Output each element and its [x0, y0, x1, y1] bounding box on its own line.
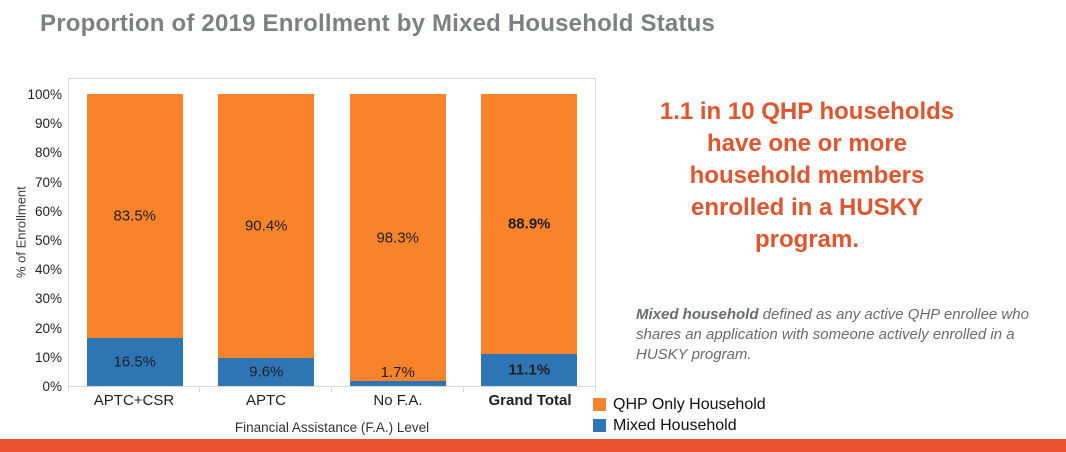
segment-mixed	[86, 337, 183, 386]
data-label-mixed: 11.1%	[508, 361, 551, 379]
x-tick-label: APTC+CSR	[93, 392, 175, 409]
bar-aptc: 90.4% 9.6%	[218, 94, 315, 386]
y-tick-label: 100%	[27, 87, 62, 102]
page-title: Proportion of 2019 Enrollment by Mixed H…	[40, 10, 716, 37]
data-label-qhp-only: 88.9%	[507, 215, 551, 233]
segment-qhp-only	[218, 94, 315, 358]
bar-grand-total: 88.9% 11.1%	[481, 94, 578, 386]
legend-swatch-icon	[593, 419, 606, 432]
segment-mixed	[481, 353, 578, 386]
x-tick-label: Grand Total	[488, 392, 572, 409]
x-axis-title: Financial Assistance (F.A.) Level	[234, 420, 430, 435]
stacked-bar-chart: % of Enrollment 100% 90% 80% 70% 60% 50% 40% 30…	[10, 75, 600, 450]
legend-swatch-icon	[593, 398, 606, 411]
definition-note-lead: Mixed household	[636, 306, 759, 323]
definition-note: Mixed household defined as any active QH…	[636, 305, 1060, 365]
y-tick-label: 90%	[34, 116, 62, 132]
data-label-qhp-only: 98.3%	[376, 229, 420, 247]
segment-qhp-only	[481, 94, 578, 354]
callout-headline: 1.1 in 10 QHP households have one or mor…	[659, 98, 955, 253]
y-tick-label: 80%	[34, 145, 62, 161]
y-tick-label: 20%	[34, 320, 62, 336]
legend-item: Mixed Household	[593, 417, 766, 434]
x-axis-ticks: APTC+CSR APTC No F.A. Grand Total	[68, 392, 596, 409]
y-tick-label: 10%	[34, 349, 62, 365]
y-tick-label: 70%	[34, 174, 62, 190]
segment-qhp-only	[349, 94, 446, 382]
data-label-qhp-only: 90.4%	[244, 217, 288, 235]
y-tick-label: 40%	[34, 262, 62, 278]
bottom-accent-bar	[0, 439, 1066, 452]
data-label-mixed: 9.6%	[249, 363, 284, 381]
legend: QHP Only Household Mixed Household	[593, 396, 766, 438]
x-tick-label: APTC	[245, 392, 286, 409]
x-tick-label: No F.A.	[373, 392, 423, 409]
x-axis-tick-marks	[68, 387, 596, 392]
segment-qhp-only	[86, 94, 183, 338]
data-label-mixed: 16.5%	[113, 353, 157, 371]
y-tick-label: 60%	[34, 203, 62, 219]
legend-label: Mixed Household	[613, 417, 737, 434]
y-axis-ticks: 100% 90% 80% 70% 60% 50% 40% 30% 20% 10% 0%	[10, 86, 62, 396]
bar-aptc-csr: 83.5% 16.5%	[86, 94, 183, 386]
y-tick-label: 50%	[34, 232, 62, 248]
definition-note-text: defined as any active QHP enrollee who s…	[636, 306, 1029, 363]
data-label-mixed: 1.7%	[380, 364, 415, 382]
legend-label: QHP Only Household	[613, 396, 766, 413]
bars: 83.5% 16.5% 90.4% 9.6% 98.3% 1.7% 88.9% 11.1%	[69, 94, 595, 386]
y-tick-label: 0%	[42, 378, 62, 394]
plot-area: 83.5% 16.5% 90.4% 9.6% 98.3% 1.7% 88.9% 11.1%	[68, 78, 596, 387]
data-label-qhp-only: 83.5%	[113, 207, 157, 225]
y-tick-label: 30%	[34, 291, 62, 307]
segment-mixed	[218, 357, 315, 386]
segment-mixed	[349, 381, 446, 386]
bar-no-f-a-: 98.3% 1.7%	[349, 94, 446, 386]
legend-item: QHP Only Household	[593, 396, 766, 413]
